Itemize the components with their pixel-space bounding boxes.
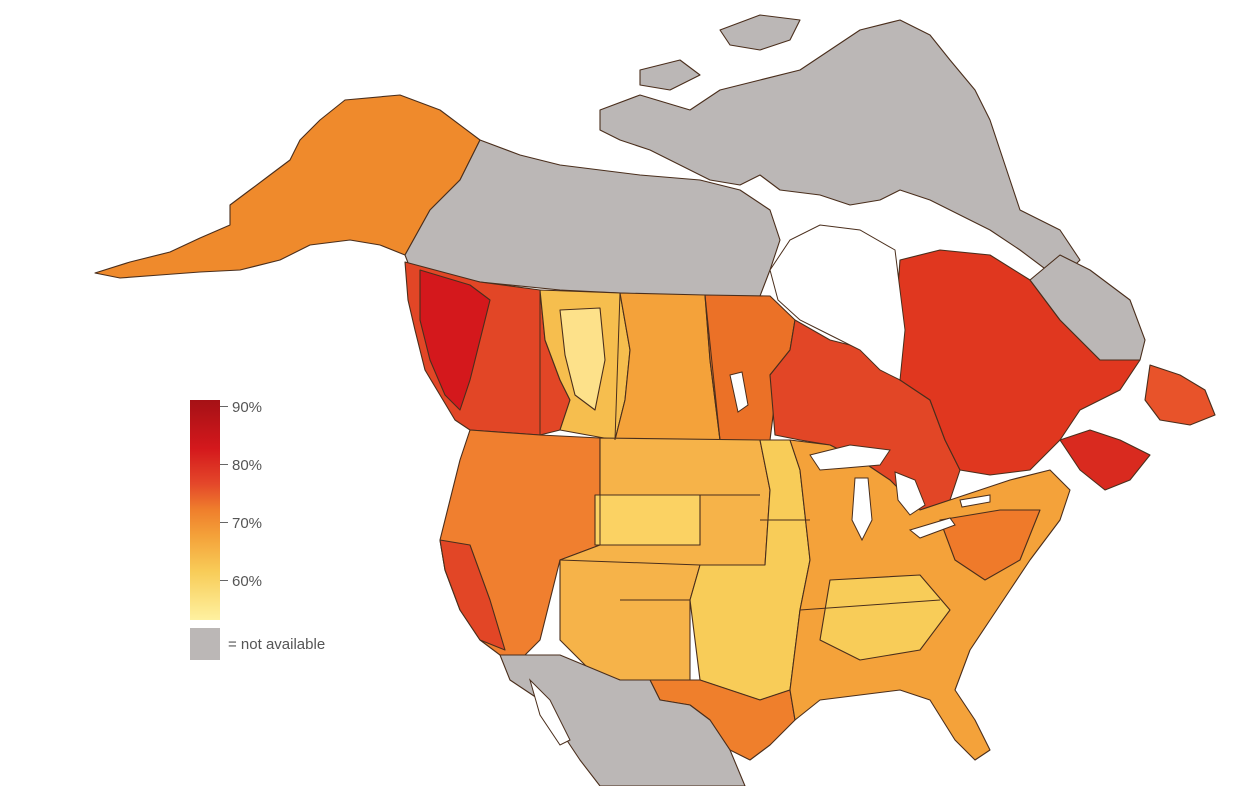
legend-tick (220, 406, 228, 407)
legend-tick-label: 90% (232, 399, 263, 416)
region-newfoundland (1144, 364, 1216, 426)
arctic-islands (599, 14, 1081, 281)
legend-tick (220, 580, 228, 581)
region-labrador (1029, 254, 1146, 361)
admin-borders (539, 290, 941, 611)
not-available-swatch (190, 628, 220, 660)
color-scale-bar (190, 400, 220, 620)
lake-huron (894, 471, 926, 516)
not-available-label: = not available (228, 636, 326, 653)
region-saskatchewan (614, 292, 721, 441)
legend-tick-label: 60% (232, 573, 263, 590)
region-northern-canada (404, 139, 781, 297)
lake-erie (908, 517, 956, 539)
gulf-of-california (528, 678, 571, 746)
legend-tick-label: 70% (232, 515, 263, 532)
legend-tick (220, 522, 228, 523)
region-quebec (894, 249, 1141, 476)
legend-tick-label: 80% (232, 457, 263, 474)
lake-michigan (851, 477, 873, 542)
lake-ontario (959, 494, 991, 508)
hudson-bay (769, 224, 906, 381)
legend: 90% 80% 70% 60% = not available (190, 400, 390, 670)
lake-winnipeg (729, 371, 749, 413)
legend-tick (220, 464, 228, 465)
lake-superior (809, 444, 891, 471)
region-maritimes (1059, 429, 1151, 491)
